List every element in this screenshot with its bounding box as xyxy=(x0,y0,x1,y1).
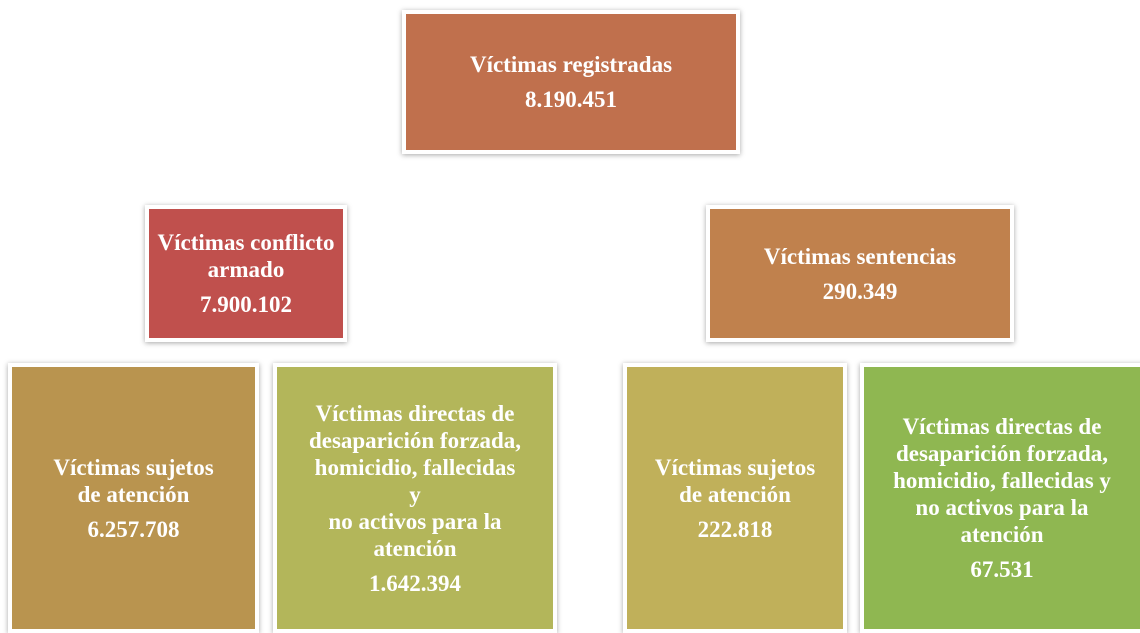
label-line: homicidio, fallecidas xyxy=(314,454,516,480)
node-leaf: Víctimas directas de desaparición forzada… xyxy=(273,363,557,633)
node-value: 222.818 xyxy=(697,516,773,542)
label-line: Víctimas registradas xyxy=(469,52,673,77)
node-conflict: Víctimas conflicto armado 7.900.102 xyxy=(145,205,347,342)
label-line: atención xyxy=(373,535,457,561)
node-label: Víctimas directas de desaparición forzada… xyxy=(309,400,521,562)
node-leaf: Víctimas directas de desaparición forzada… xyxy=(860,363,1140,633)
label-line: atención xyxy=(960,522,1044,547)
node-label: Víctimas conflicto armado xyxy=(158,229,335,283)
node-value: 1.642.394 xyxy=(369,570,461,596)
node-value: 8.190.451 xyxy=(525,87,617,112)
node-leaf: Víctimas sujetos de atención 222.818 xyxy=(623,363,847,633)
label-line: no activos para la xyxy=(328,508,502,534)
label-line: Víctimas sentencias xyxy=(763,243,957,269)
node-label: Víctimas sujetos de atención xyxy=(53,454,213,508)
label-line: no activos para la xyxy=(915,495,1089,520)
node-root: Víctimas registradas 8.190.451 xyxy=(402,10,740,154)
node-value: 6.257.708 xyxy=(87,516,180,542)
node-label: Víctimas directas de desaparición forzada… xyxy=(893,413,1111,548)
node-label: Víctimas registradas xyxy=(470,51,672,78)
node-value: 290.349 xyxy=(822,278,898,304)
node-leaf: Víctimas sujetos de atención 6.257.708 xyxy=(8,363,259,633)
node-label: Víctimas sentencias xyxy=(764,243,956,270)
label-line: de atención xyxy=(679,481,791,507)
node-value: 7.900.102 xyxy=(200,292,292,317)
label-line: Víctimas conflicto xyxy=(157,230,335,255)
label-line: y xyxy=(409,481,421,507)
node-sentences: Víctimas sentencias 290.349 xyxy=(706,205,1014,342)
node-label: Víctimas sujetos de atención xyxy=(655,454,815,508)
label-line: desaparición forzada, xyxy=(308,427,522,453)
label-line: de atención xyxy=(77,481,190,507)
label-line: Víctimas sujetos xyxy=(654,454,816,480)
label-line: homicidio, fallecidas y xyxy=(893,468,1111,493)
label-line: Víctimas directas de xyxy=(902,414,1102,439)
node-value: 67.531 xyxy=(970,557,1034,582)
label-line: armado xyxy=(207,257,285,282)
label-line: desaparición forzada, xyxy=(895,441,1109,466)
label-line: Víctimas sujetos xyxy=(53,454,214,480)
label-line: Víctimas directas de xyxy=(315,400,515,426)
